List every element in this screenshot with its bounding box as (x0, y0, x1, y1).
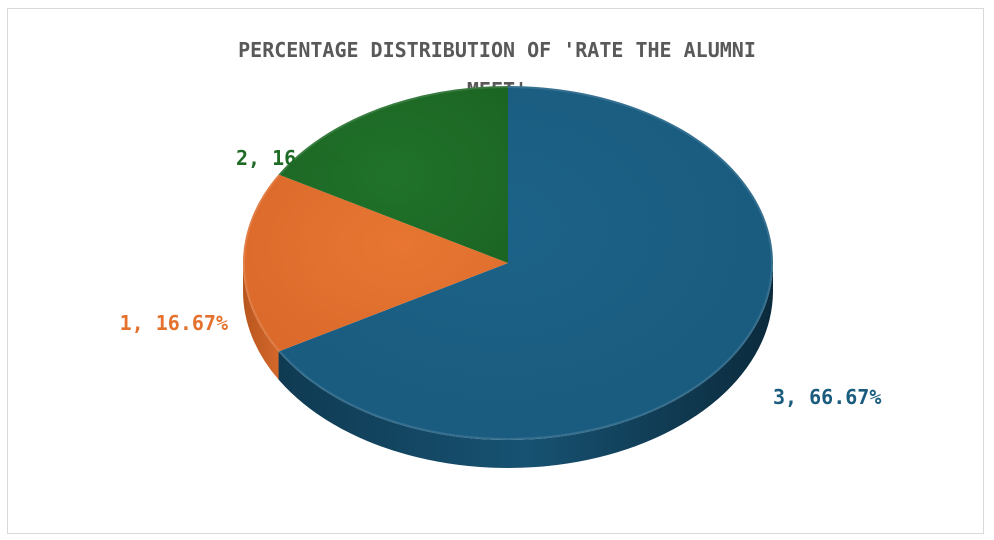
data-label-one: 1, 16.67% (120, 311, 228, 335)
pie-rim-highlight (243, 86, 773, 440)
chart-title-line-1: PERCENTAGE DISTRIBUTION OF 'RATE THE ALU… (238, 38, 756, 62)
pie-slice-three (278, 86, 773, 440)
pie-side-three (278, 263, 774, 469)
pie-slices (243, 85, 773, 440)
data-label-two: 2, 16.67% (236, 146, 344, 170)
pie-slice-one (243, 174, 509, 352)
pie-data-labels: 3, 66.67% 1, 16.67% 2, 16.67% (120, 146, 882, 409)
pie-side-one (243, 263, 279, 380)
pie-slice-two (278, 85, 508, 263)
pie-side-walls (243, 263, 774, 469)
data-label-three: 3, 66.67% (773, 385, 881, 409)
